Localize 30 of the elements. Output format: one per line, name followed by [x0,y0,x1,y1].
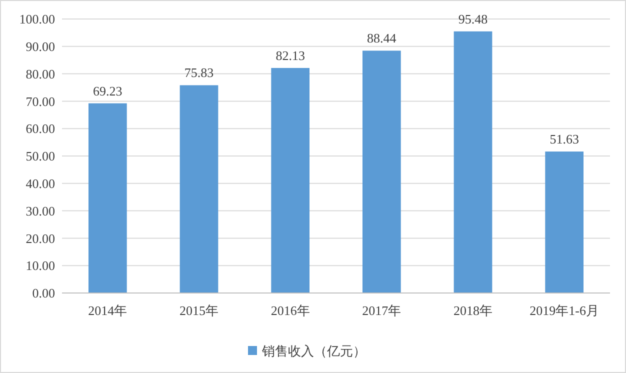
y-tick-label: 30.00 [26,203,55,218]
data-label: 69.23 [93,83,122,98]
y-tick-label: 0.00 [32,286,55,301]
bar [362,50,401,293]
y-tick-label: 20.00 [26,230,55,246]
bar [88,103,127,293]
data-label: 75.83 [184,65,214,80]
y-tick-label: 60.00 [26,121,55,136]
x-tick-label: 2018年 [454,303,492,318]
x-tick-label: 2016年 [270,303,310,318]
x-tick-label: 2019年1-6月 [530,303,600,318]
data-label: 82.13 [276,48,305,63]
x-tick-label: 2014年 [88,303,128,318]
x-tick-label: 2017年 [362,303,402,318]
y-tick-label: 10.00 [26,258,55,274]
data-label: 51.63 [550,132,579,147]
data-label: 95.48 [458,11,488,26]
bar [545,152,584,293]
y-tick-label: 90.00 [26,38,55,54]
bar [454,31,492,293]
x-tick-label: 2015年 [180,303,218,318]
y-tick-label: 40.00 [26,176,55,191]
y-tick-label: 100.00 [19,12,55,27]
bar [180,85,218,293]
legend-label: 销售收入（亿元） [261,344,366,359]
bar [271,68,310,293]
y-tick-label: 50.00 [26,148,55,164]
y-tick-label: 80.00 [26,66,55,82]
data-label: 88.44 [367,30,397,46]
y-tick-label: 70.00 [26,94,55,109]
